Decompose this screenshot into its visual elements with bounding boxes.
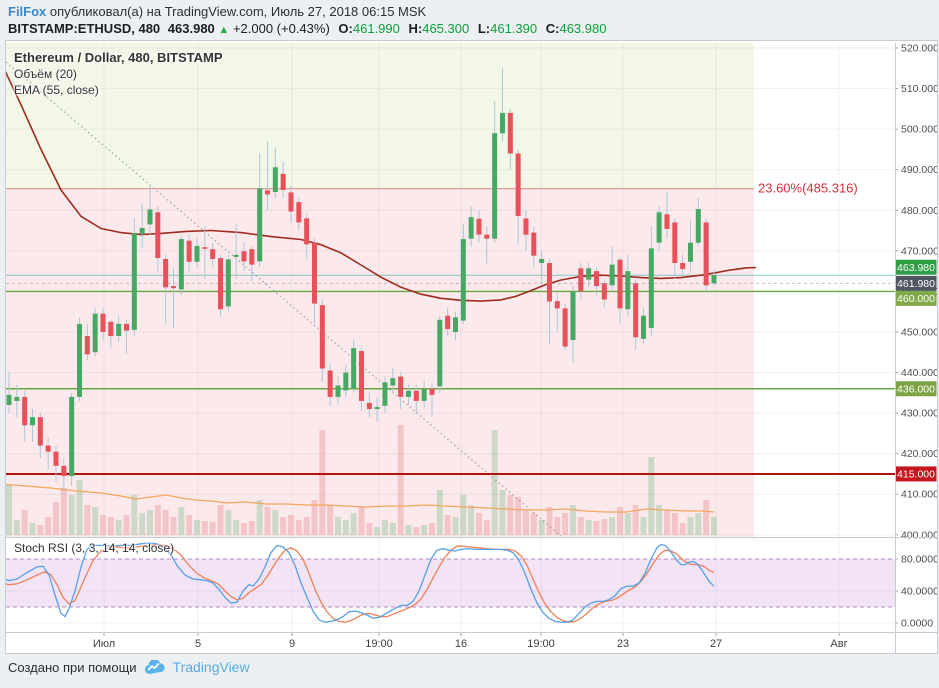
header: FilFox опубликовал(а) на TradingView.com… [8,3,606,39]
svg-text:5: 5 [195,638,201,650]
price-change: +2.000 (+0.43%) [232,21,330,36]
svg-text:480.000: 480.000 [901,205,937,217]
publish-text: опубликовал(а) на TradingView.com, Июль … [49,4,427,19]
svg-text:19:00: 19:00 [365,638,393,650]
close-label: C: [545,21,560,36]
svg-text:16: 16 [455,638,467,650]
created-with-text: Создано при помощи [8,659,137,675]
svg-text:490.000: 490.000 [901,164,937,176]
svg-text:80.0000: 80.0000 [901,554,937,566]
symbol-line: BITSTAMP:ETHUSD, 480 463.980 ▲ +2.000 (+… [8,20,606,39]
footer: Создано при помощи TradingView [8,659,250,675]
legend-volume-indicator[interactable]: Объём (20) [14,67,77,81]
legend-stoch-rsi-indicator[interactable]: Stoch RSI (3, 3, 14, 14, close) [14,541,175,555]
close-value: 463.980 [559,21,607,36]
open-value: 461.990 [352,21,400,36]
svg-text:463.980: 463.980 [897,262,935,274]
svg-text:461.980: 461.980 [897,278,935,290]
legend-ema-indicator[interactable]: EMA (55, close) [14,83,99,97]
svg-text:410.000: 410.000 [901,489,937,501]
last-price: 463.980 [167,21,215,36]
svg-text:400.000: 400.000 [901,529,937,541]
svg-text:436.000: 436.000 [897,384,935,396]
tradingview-brand-link[interactable]: TradingView [172,659,250,675]
svg-text:27: 27 [710,638,722,650]
open-label: O: [338,21,353,36]
legend-symbol-title[interactable]: Ethereum / Dollar, 480, BITSTAMP [14,50,223,65]
svg-text:Авг: Авг [830,638,847,650]
high-value: 465.300 [422,21,470,36]
svg-text:23: 23 [617,638,629,650]
svg-text:40.0000: 40.0000 [901,586,937,598]
svg-text:9: 9 [289,638,295,650]
svg-text:470.000: 470.000 [901,245,937,257]
svg-text:520.000: 520.000 [901,43,937,55]
author-link[interactable]: FilFox [8,4,47,19]
up-arrow-icon: ▲ [218,24,230,36]
chart-canvas[interactable]: 23.60%(485.316) 400.000 410.000 420.000 430.… [6,41,937,653]
symbol-label[interactable]: BITSTAMP:ETHUSD, 480 [8,21,161,36]
svg-text:420.000: 420.000 [901,448,937,460]
chart-area[interactable]: 23.60%(485.316) 400.000 410.000 420.000 430.… [5,40,938,654]
svg-text:Июл: Июл [93,638,115,650]
low-label: L: [477,21,491,36]
publish-line: FilFox опубликовал(а) на TradingView.com… [8,3,606,20]
svg-text:510.000: 510.000 [901,83,937,95]
svg-text:440.000: 440.000 [901,367,937,379]
svg-text:460.000: 460.000 [897,293,935,305]
low-value: 461.390 [490,21,538,36]
high-label: H: [408,21,423,36]
svg-text:450.000: 450.000 [901,326,937,338]
svg-text:500.000: 500.000 [901,124,937,136]
tradingview-logo-icon [144,659,166,675]
svg-text:415.000: 415.000 [897,469,935,481]
svg-text:430.000: 430.000 [901,408,937,420]
svg-text:19:00: 19:00 [527,638,555,650]
svg-text:23.60%(485.316): 23.60%(485.316) [758,181,858,196]
svg-text:0.0000: 0.0000 [901,618,933,630]
